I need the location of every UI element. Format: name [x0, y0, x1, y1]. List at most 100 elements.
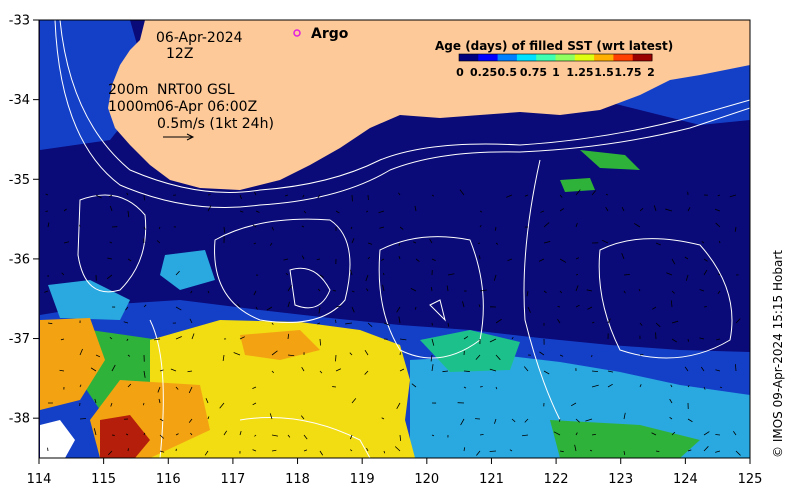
- sst-patch-red: [100, 415, 150, 458]
- current-vector: [399, 226, 404, 230]
- current-vector: [271, 434, 279, 437]
- current-vector: [205, 398, 209, 404]
- colorbar-tick: 1: [552, 66, 560, 79]
- current-vector: [350, 269, 353, 276]
- current-vector: [462, 301, 465, 308]
- current-vector: [671, 320, 679, 324]
- current-vector: [479, 386, 483, 388]
- colorbar-swatch: [459, 54, 479, 61]
- current-vector: [633, 223, 641, 228]
- current-vector: [284, 194, 289, 197]
- colorbar-swatches: [459, 54, 653, 61]
- current-vector: [732, 430, 737, 436]
- x-tick-label: 114: [27, 472, 52, 487]
- current-vector: [106, 274, 113, 280]
- current-vector: [95, 194, 102, 199]
- current-vector: [127, 210, 130, 218]
- current-vector: [493, 274, 497, 281]
- current-vector: [335, 305, 342, 308]
- x-tick-label: 122: [544, 472, 569, 487]
- current-vector: [430, 287, 433, 292]
- current-vector: [123, 321, 129, 324]
- current-vector: [586, 289, 593, 292]
- current-vector: [110, 402, 113, 407]
- current-vector: [332, 289, 337, 292]
- current-vector: [283, 258, 289, 261]
- y-tick-label: -35: [9, 173, 30, 188]
- current-vector: [575, 285, 579, 292]
- current-vector: [143, 194, 145, 201]
- current-vector: [639, 322, 643, 326]
- current-vector: [703, 446, 709, 452]
- current-vector: [653, 205, 657, 212]
- current-vector: [559, 258, 567, 263]
- argo-legend: Argo: [293, 26, 349, 42]
- current-vector: [479, 255, 481, 260]
- current-vector: [715, 369, 721, 372]
- current-vector: [540, 210, 545, 213]
- current-vector: [509, 449, 513, 452]
- current-vector: [446, 285, 449, 292]
- current-vector: [285, 273, 289, 276]
- current-vector: [158, 226, 161, 230]
- current-vector: [701, 241, 705, 244]
- contour-200m-label: 200m: [108, 82, 148, 98]
- current-vector: [335, 210, 340, 214]
- colorbar-tick: 1.25: [566, 66, 593, 79]
- current-vector: [109, 336, 113, 340]
- current-vector: [587, 306, 593, 310]
- current-vector: [507, 258, 513, 262]
- current-vector: [687, 385, 690, 388]
- current-vector: [219, 402, 225, 409]
- current-vector: [671, 338, 678, 343]
- current-vector: [703, 258, 708, 262]
- current-vector: [318, 306, 321, 314]
- colorbar-swatch: [632, 54, 653, 61]
- current-vector: [190, 290, 193, 294]
- current-vector: [159, 434, 165, 439]
- current-vector: [254, 191, 257, 196]
- current-vector: [47, 322, 53, 325]
- current-vector: [127, 383, 132, 388]
- current-vector: [639, 384, 642, 388]
- current-vector: [47, 222, 50, 228]
- current-vector: [335, 368, 342, 372]
- sst-patch-teal: [420, 330, 520, 372]
- plot-area: [39, 20, 750, 458]
- current-vector: [125, 306, 129, 311]
- current-vector: [655, 242, 661, 246]
- current-vector: [511, 418, 516, 423]
- current-vector: [575, 304, 580, 308]
- land-australia: [39, 20, 750, 190]
- current-vector: [479, 289, 487, 292]
- current-vector: [319, 370, 323, 374]
- current-vector: [639, 354, 644, 356]
- colorbar-tick: 0.5: [498, 66, 518, 79]
- current-vector: [476, 450, 481, 456]
- colorbar-tick: 1.5: [594, 66, 614, 79]
- current-vector: [379, 226, 385, 229]
- current-vector: [351, 306, 355, 313]
- isobath-1000m: [54, 20, 750, 208]
- analysis-time-label: 06-Apr 06:00Z: [156, 99, 257, 115]
- current-vector: [559, 208, 565, 212]
- current-vector: [715, 222, 721, 228]
- current-vector: [717, 273, 721, 276]
- current-vector: [687, 418, 693, 423]
- colorbar-swatch: [516, 54, 537, 61]
- current-vector: [460, 418, 465, 426]
- current-vector: [108, 194, 113, 198]
- current-vector: [607, 318, 611, 324]
- current-vector: [351, 238, 355, 244]
- colorbar-tick: 0.75: [520, 66, 547, 79]
- current-vector: [383, 450, 386, 454]
- current-vector: [396, 402, 401, 409]
- current-vector: [559, 418, 561, 422]
- current-vector: [90, 367, 97, 372]
- current-vector: [109, 205, 113, 212]
- current-vector: [239, 336, 245, 340]
- current-vector: [252, 224, 257, 228]
- current-vector: [475, 354, 481, 360]
- current-vector: [735, 364, 737, 372]
- eddy-contour-9: [239, 417, 371, 458]
